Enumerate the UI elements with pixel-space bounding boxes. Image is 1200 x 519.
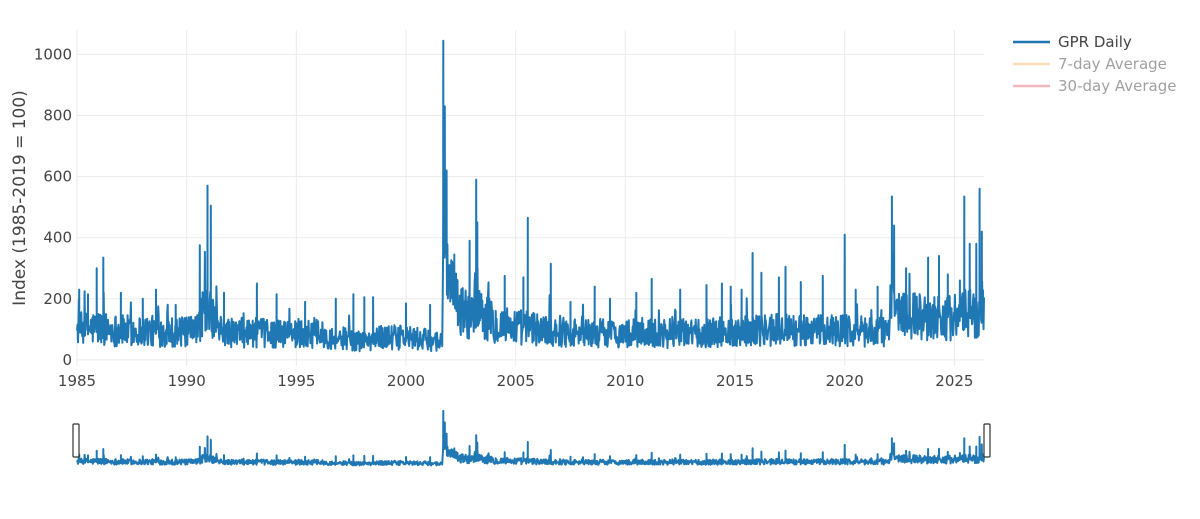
y-tick-label: 800: [43, 107, 72, 125]
x-tick-label: 2010: [606, 372, 644, 390]
x-tick-label: 2005: [497, 372, 535, 390]
legend: GPR Daily 7-day Average 30-day Average: [1013, 33, 1176, 95]
x-tick-label: 2025: [935, 372, 973, 390]
range-slider[interactable]: [72, 409, 991, 467]
x-tick-label: 1990: [168, 372, 206, 390]
y-tick-label: 0: [62, 351, 72, 369]
legend-label: GPR Daily: [1058, 33, 1132, 51]
x-tick-label: 1995: [277, 372, 315, 390]
x-tick-label: 1985: [58, 372, 96, 390]
x-tick-label: 2020: [826, 372, 864, 390]
legend-label: 7-day Average: [1058, 55, 1167, 73]
x-tick-label: 2000: [387, 372, 425, 390]
x-tick-label: 2015: [716, 372, 754, 390]
y-tick-label: 400: [43, 229, 72, 247]
x-axis: 1985 1990 1995 2000 2005 2010 2015 2020 2025: [58, 372, 974, 390]
legend-item-gpr-daily[interactable]: GPR Daily: [1013, 33, 1132, 51]
grid-lines: [76, 30, 984, 366]
plot-area[interactable]: [76, 39, 985, 353]
y-axis: 0 200 400 600 800 1000: [34, 45, 72, 368]
y-tick-label: 200: [43, 290, 72, 308]
y-tick-label: 1000: [34, 45, 72, 63]
legend-label: 30-day Average: [1058, 77, 1176, 95]
legend-item-7-day-average[interactable]: 7-day Average: [1013, 55, 1167, 73]
legend-item-30-day-average[interactable]: 30-day Average: [1013, 77, 1176, 95]
range-slider-line: [76, 409, 985, 467]
range-slider-right-handle[interactable]: [983, 423, 991, 458]
series-line-gpr-daily: [76, 39, 985, 353]
range-slider-left-handle[interactable]: [72, 423, 80, 458]
y-tick-label: 600: [43, 168, 72, 186]
y-axis-title: Index (1985-2019 = 100): [10, 90, 30, 306]
